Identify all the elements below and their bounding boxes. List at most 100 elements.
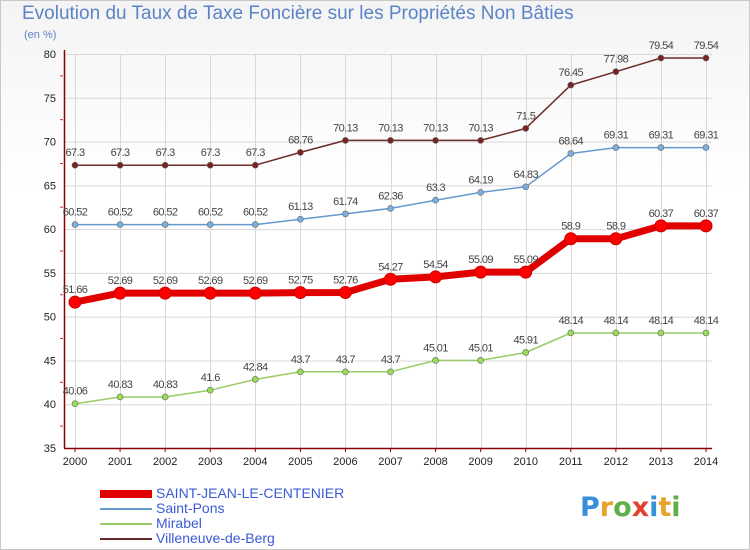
data-label: 54.54 [423, 259, 448, 271]
data-label: 67.3 [111, 147, 130, 159]
data-point [251, 221, 259, 228]
data-label: 60.37 [694, 208, 719, 220]
data-point [432, 137, 439, 144]
data-point [161, 221, 169, 228]
data-label: 77.98 [604, 54, 629, 66]
x-tick-label: 2011 [559, 456, 583, 468]
data-point [116, 221, 124, 228]
data-label: 52.69 [108, 275, 133, 287]
data-label: 52.75 [288, 275, 313, 287]
x-tick-label: 2012 [604, 456, 628, 468]
proxiti-logo: Proxiti [580, 492, 681, 523]
data-point [161, 161, 169, 169]
y-tick-label: 35 [44, 443, 56, 455]
data-label: 48.14 [649, 315, 674, 327]
data-label: 58.9 [606, 221, 625, 233]
data-point [116, 161, 124, 169]
data-point [384, 272, 397, 286]
series-line-2 [74, 332, 706, 405]
data-label: 45.01 [423, 342, 448, 354]
data-point [71, 221, 79, 228]
data-point [702, 329, 710, 337]
data-point [522, 125, 530, 132]
data-label: 68.64 [559, 135, 584, 147]
data-point [657, 144, 665, 151]
data-label: 64.19 [468, 174, 493, 186]
legend-item-mirabel: Mirabel [100, 515, 202, 531]
data-point [297, 215, 304, 223]
data-point [387, 368, 394, 376]
data-point [702, 54, 710, 62]
data-point [387, 205, 394, 212]
data-point [71, 161, 79, 169]
legend-label: Villeneuve-de-Berg [156, 530, 275, 546]
y-tick-label: 40 [44, 399, 56, 411]
y-tick-label: 65 [44, 180, 56, 192]
y-tick-label: 60 [44, 224, 56, 236]
data-point [206, 161, 214, 169]
data-label: 52.76 [333, 275, 358, 287]
data-point [71, 400, 79, 407]
data-label: 60.52 [243, 207, 268, 219]
data-label: 43.7 [336, 354, 355, 366]
data-label: 43.7 [381, 354, 400, 366]
data-label: 64.83 [513, 169, 538, 181]
legend-swatch [100, 523, 152, 526]
data-label: 58.9 [561, 221, 580, 233]
x-tick-label: 2014 [694, 456, 718, 468]
data-label: 52.69 [153, 275, 178, 287]
y-tick-label: 75 [44, 93, 56, 105]
chart-title: Evolution du Taux de Taxe Foncière sur l… [22, 3, 574, 24]
data-label: 63.3 [426, 182, 445, 194]
x-tick-label: 2006 [333, 456, 357, 468]
data-label: 52.69 [243, 275, 268, 287]
data-label: 43.7 [291, 354, 310, 366]
data-point [567, 150, 575, 157]
data-label: 48.14 [604, 315, 629, 327]
x-tick-label: 2010 [513, 456, 537, 468]
data-point [567, 329, 575, 337]
data-label: 54.27 [378, 261, 403, 273]
data-point [432, 357, 439, 364]
data-label: 48.14 [694, 315, 719, 327]
data-point [116, 393, 124, 401]
x-tick-label: 2007 [378, 456, 402, 468]
data-label: 60.37 [649, 208, 674, 220]
legend-swatch [100, 490, 152, 499]
data-point [699, 219, 713, 233]
data-label: 69.31 [649, 130, 674, 142]
legend-label: Mirabel [156, 515, 202, 531]
data-label: 67.3 [156, 147, 175, 159]
x-tick-label: 2013 [649, 456, 673, 468]
data-label: 48.14 [559, 315, 584, 327]
data-point [297, 368, 304, 376]
legend-item-villeneuve: Villeneuve-de-Berg [100, 530, 275, 546]
data-point [206, 386, 214, 394]
data-point [657, 329, 665, 337]
data-point [564, 232, 578, 246]
y-tick-label: 50 [44, 312, 56, 324]
data-label: 61.74 [333, 196, 358, 208]
data-label: 41.6 [201, 372, 220, 384]
data-label: 60.52 [153, 207, 178, 219]
data-point [248, 286, 262, 300]
data-label: 40.06 [63, 386, 88, 398]
data-point [474, 265, 488, 279]
data-point [657, 54, 665, 62]
data-point [612, 68, 620, 75]
data-label: 61.13 [288, 201, 313, 213]
data-point [519, 265, 533, 279]
x-tick-label: 2004 [243, 456, 267, 468]
data-point [609, 232, 623, 246]
data-point [113, 286, 127, 300]
data-label: 40.83 [108, 379, 133, 391]
data-point [612, 144, 620, 151]
data-label: 70.13 [333, 122, 358, 134]
x-tick-label: 2003 [198, 456, 222, 468]
y-tick-label: 80 [44, 49, 56, 61]
data-point [477, 137, 484, 144]
data-label: 67.3 [201, 147, 220, 159]
data-point [387, 137, 394, 144]
x-tick-label: 2001 [108, 456, 132, 468]
